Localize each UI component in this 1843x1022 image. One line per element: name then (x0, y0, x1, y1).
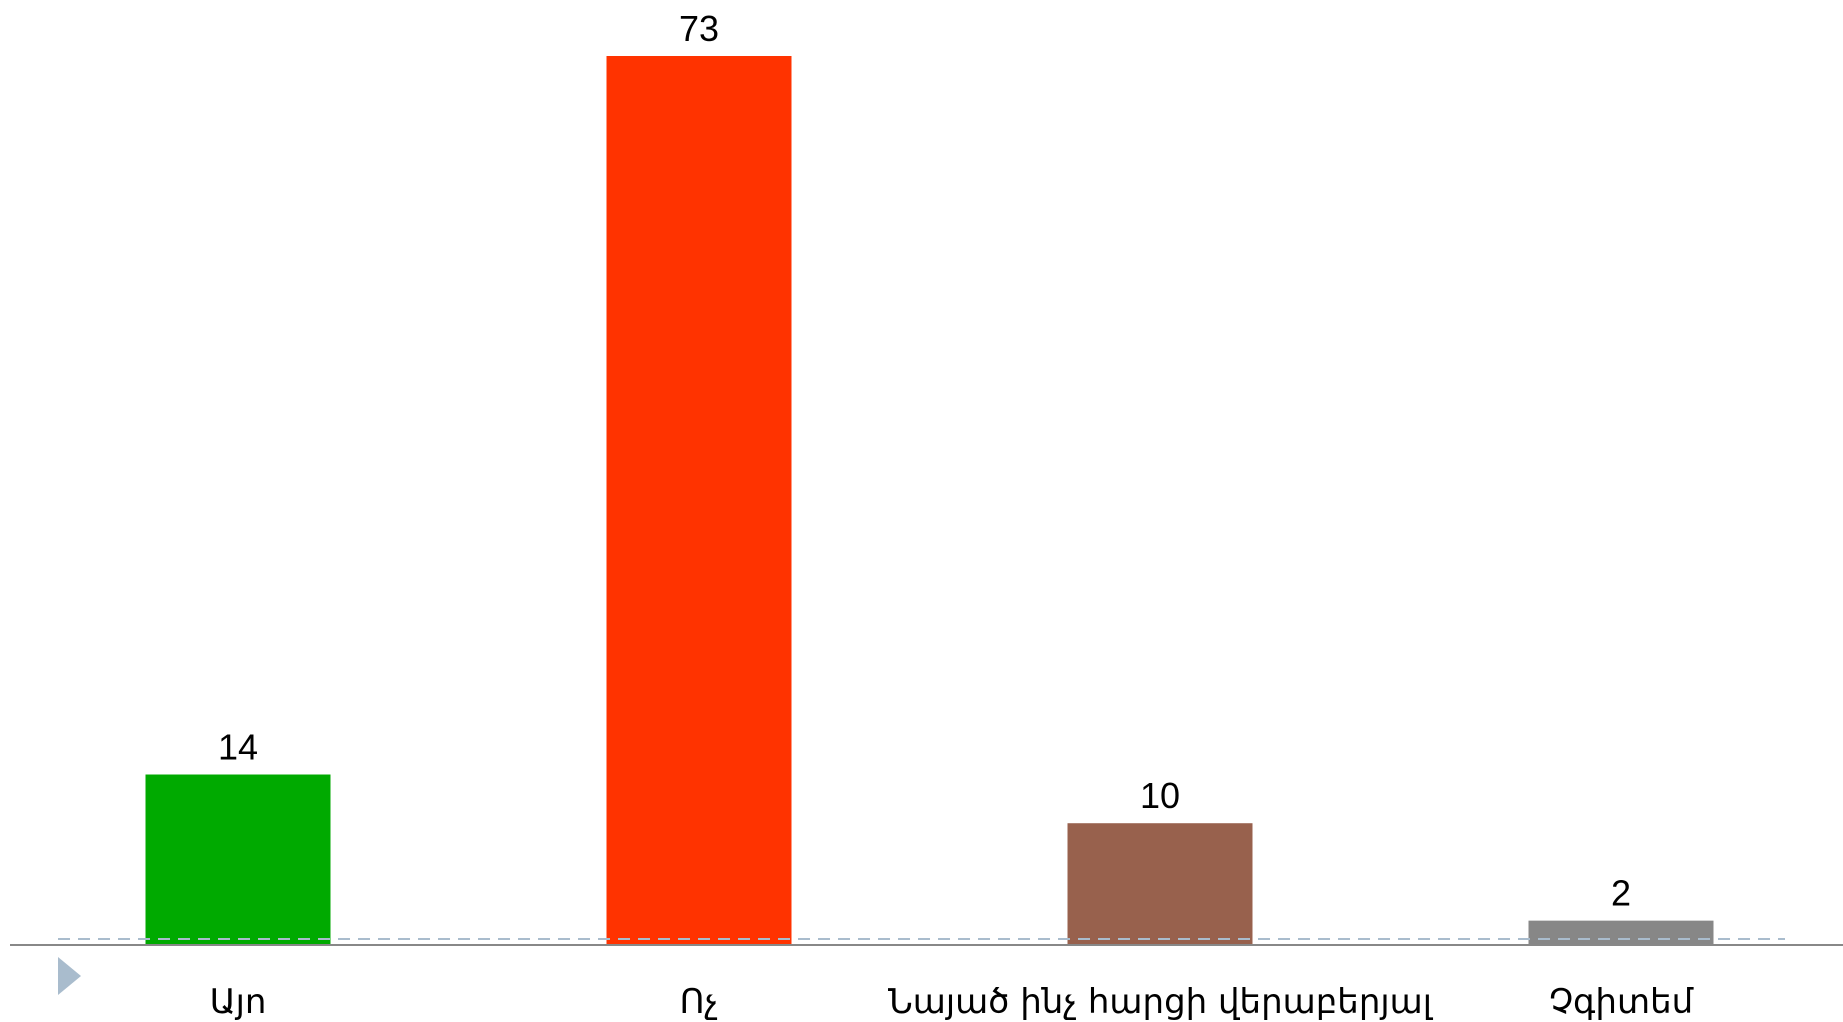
bar-1 (145, 774, 331, 945)
bar-2 (606, 56, 792, 945)
value-label-3: 10 (1140, 775, 1180, 816)
category-labels-group: Այո Ոչ Նայած ինչ հարցի վերաբերյալ Չգիտեմ (210, 982, 1694, 1022)
bar-4 (1528, 920, 1714, 945)
play-marker-icon (58, 957, 81, 995)
value-label-1: 14 (218, 727, 258, 768)
value-labels-group: 14 73 10 2 (218, 8, 1631, 914)
bar-3 (1067, 823, 1253, 945)
category-label-1: Այո (210, 982, 267, 1022)
category-label-2: Ոչ (680, 982, 719, 1022)
category-label-3: Նայած ինչ հարցի վերաբերյալ (888, 982, 1434, 1022)
value-label-4: 2 (1611, 873, 1631, 914)
value-label-2: 73 (679, 8, 719, 49)
category-label-4: Չգիտեմ (1549, 982, 1694, 1022)
bars-group (145, 56, 1714, 945)
